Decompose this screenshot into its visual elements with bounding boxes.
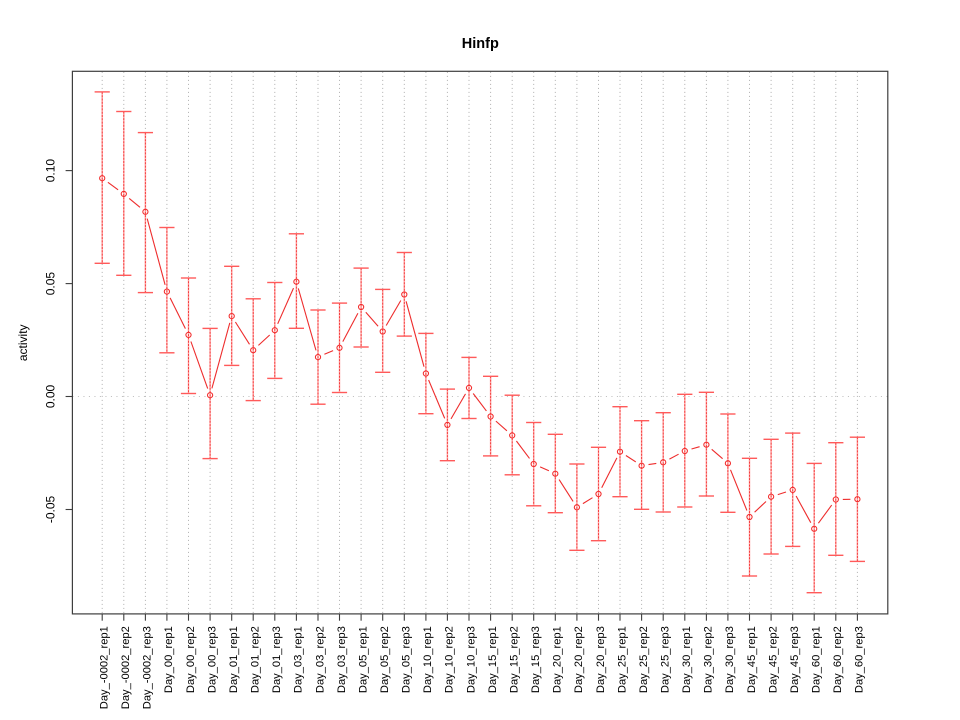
svg-text:Day_15_rep2: Day_15_rep2 <box>509 626 521 693</box>
svg-text:Day_25_rep3: Day_25_rep3 <box>660 626 672 693</box>
svg-text:Day_-0002_rep2: Day_-0002_rep2 <box>120 626 132 709</box>
svg-text:Day_-0002_rep3: Day_-0002_rep3 <box>142 626 154 709</box>
svg-text:Day_03_rep2: Day_03_rep2 <box>314 626 326 693</box>
svg-text:Day_10_rep1: Day_10_rep1 <box>422 626 434 693</box>
svg-text:Day_30_rep1: Day_30_rep1 <box>681 626 693 693</box>
svg-text:Day_10_rep3: Day_10_rep3 <box>465 626 477 693</box>
svg-text:Day_60_rep2: Day_60_rep2 <box>832 626 844 693</box>
svg-text:activity: activity <box>16 324 30 361</box>
svg-text:Day_10_rep2: Day_10_rep2 <box>444 626 456 693</box>
svg-text:Day_05_rep2: Day_05_rep2 <box>379 626 391 693</box>
svg-text:Day_01_rep3: Day_01_rep3 <box>271 626 283 693</box>
svg-text:Day_30_rep2: Day_30_rep2 <box>703 626 715 693</box>
svg-text:0.05: 0.05 <box>44 272 58 296</box>
svg-text:Day_00_rep2: Day_00_rep2 <box>185 626 197 693</box>
svg-text:Day_05_rep3: Day_05_rep3 <box>401 626 413 693</box>
svg-text:Day_-0002_rep1: Day_-0002_rep1 <box>99 626 111 709</box>
svg-text:Day_01_rep2: Day_01_rep2 <box>250 626 262 693</box>
svg-text:Day_30_rep3: Day_30_rep3 <box>724 626 736 693</box>
svg-text:Day_60_rep1: Day_60_rep1 <box>811 626 823 693</box>
svg-text:Day_45_rep2: Day_45_rep2 <box>767 626 779 693</box>
svg-text:Day_20_rep3: Day_20_rep3 <box>595 626 607 693</box>
svg-text:Day_15_rep3: Day_15_rep3 <box>530 626 542 693</box>
svg-text:Day_03_rep3: Day_03_rep3 <box>336 626 348 693</box>
svg-text:Day_00_rep1: Day_00_rep1 <box>163 626 175 693</box>
svg-text:Day_25_rep2: Day_25_rep2 <box>638 626 650 693</box>
svg-text:Day_20_rep1: Day_20_rep1 <box>552 626 564 693</box>
svg-text:Day_20_rep2: Day_20_rep2 <box>573 626 585 693</box>
svg-text:0.10: 0.10 <box>44 159 58 183</box>
svg-text:Day_00_rep3: Day_00_rep3 <box>206 626 218 693</box>
svg-text:Day_60_rep3: Day_60_rep3 <box>854 626 866 693</box>
svg-text:Day_25_rep1: Day_25_rep1 <box>616 626 628 693</box>
svg-text:Day_05_rep1: Day_05_rep1 <box>357 626 369 693</box>
svg-text:0.00: 0.00 <box>44 384 58 408</box>
svg-text:Day_01_rep1: Day_01_rep1 <box>228 626 240 693</box>
svg-text:Day_45_rep3: Day_45_rep3 <box>789 626 801 693</box>
svg-text:Hinfp: Hinfp <box>462 36 499 52</box>
svg-text:Day_03_rep1: Day_03_rep1 <box>293 626 305 693</box>
svg-text:Day_15_rep1: Day_15_rep1 <box>487 626 499 693</box>
svg-text:Day_45_rep1: Day_45_rep1 <box>746 626 758 693</box>
svg-text:-0.05: -0.05 <box>44 496 58 524</box>
